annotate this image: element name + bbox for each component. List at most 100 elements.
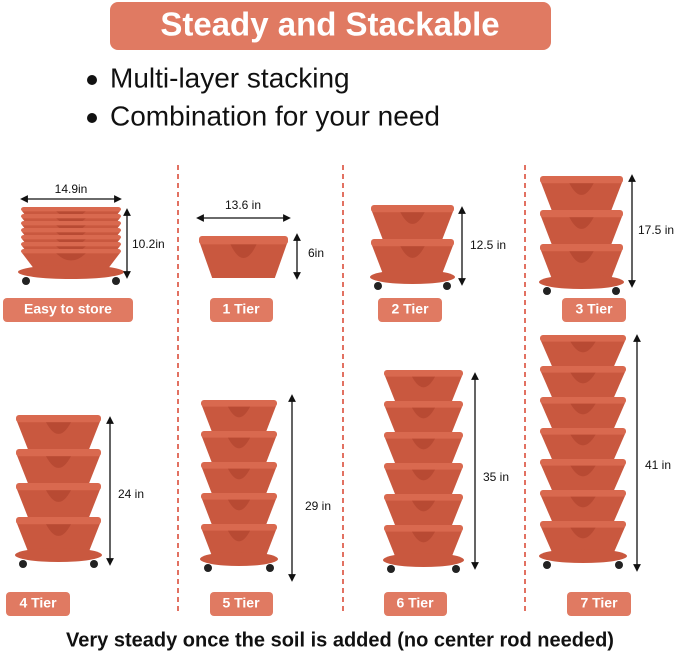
pot [202,529,276,557]
product-images [15,176,627,573]
label-pill [6,592,70,616]
pot-pocket [570,465,596,477]
saucer [539,549,627,563]
pot [17,421,100,451]
dimension-label: 41 in [645,458,671,472]
panel-label: Easy to store [24,301,112,317]
pot [541,182,622,212]
wheel [615,561,623,569]
pot [385,437,462,465]
pot [202,405,276,433]
pot-pocket [411,531,436,543]
pot-pocket [570,496,596,508]
label-pill [210,592,273,616]
label-pill [384,592,447,616]
dimension-label: 17.5 in [638,223,674,237]
panel-label: 5 Tier [222,595,260,611]
dimension-label: 10.2in [132,237,165,251]
dimension-label: 24 in [118,487,144,501]
pot-rim [384,432,463,439]
pot-rim [201,400,277,407]
pot-rim [16,517,101,525]
pot-rim [201,493,277,500]
pot-pocket [411,469,436,481]
pot-rim [540,521,626,528]
label-pill [3,298,133,322]
pot-rim [540,210,623,218]
pot-rim [384,370,463,377]
pot-pocket [227,468,251,480]
pot-pocket [56,253,86,261]
pot [17,455,100,485]
wheel [22,277,30,285]
wheel [452,565,460,573]
bullet: Multi-layer stacking [110,62,350,93]
pot-rim [540,335,626,342]
pot-rim [540,490,626,497]
wheel [266,564,274,572]
wheel [204,564,212,572]
pot-pocket [570,527,596,539]
pot-pocket [46,456,71,468]
title-banner [110,2,551,50]
pot [385,499,462,527]
pot-rim [540,428,626,435]
pot-rim [21,228,121,233]
pot-pocket [400,212,425,224]
pot [385,468,462,496]
pot [17,489,100,519]
pot [541,371,625,399]
pot-rim [384,525,463,532]
pot-rim [21,235,121,240]
saucer [370,270,455,284]
pot-pocket [46,422,71,434]
wheel [374,282,382,290]
pot [202,467,276,495]
pot [372,245,453,275]
panel-label: 6 Tier [396,595,434,611]
pot-pocket [411,376,436,388]
pot-pocket [569,183,594,195]
pot-pocket [227,437,251,449]
pot-pocket [46,490,71,502]
pot-rim [16,415,101,423]
wheel [543,287,551,295]
saucer [18,265,124,279]
pot [541,340,625,368]
pot-rim [16,483,101,491]
pot-rim [540,459,626,466]
bullet-dot [87,75,97,85]
dimension-label: 29 in [305,499,331,513]
bullet-dot [87,113,97,123]
wheel [612,287,620,295]
wheel [19,560,27,568]
pot-pocket [46,524,71,536]
dimension-label: 35 in [483,470,509,484]
pot [372,211,453,241]
pot-rim [371,239,454,247]
pot [541,526,625,554]
pot-pocket [411,438,436,450]
pot-rim [21,249,121,254]
pot [385,530,462,558]
pot-pocket [570,372,596,384]
pot-rim [199,236,288,245]
panel-label: 3 Tier [575,301,613,317]
pot-pocket [570,341,596,353]
pot [541,433,625,461]
pot [541,402,625,430]
pot [541,250,622,280]
pot-rim [384,401,463,408]
pot-rim [201,462,277,469]
pot-rim [21,214,121,219]
panel-label: 4 Tier [19,595,57,611]
pot-rim [21,242,121,247]
label-pill [210,298,273,322]
pot [200,243,287,278]
pot [541,216,622,246]
pot-rim [201,524,277,531]
pot [202,436,276,464]
wheel [543,561,551,569]
pot [17,523,100,553]
